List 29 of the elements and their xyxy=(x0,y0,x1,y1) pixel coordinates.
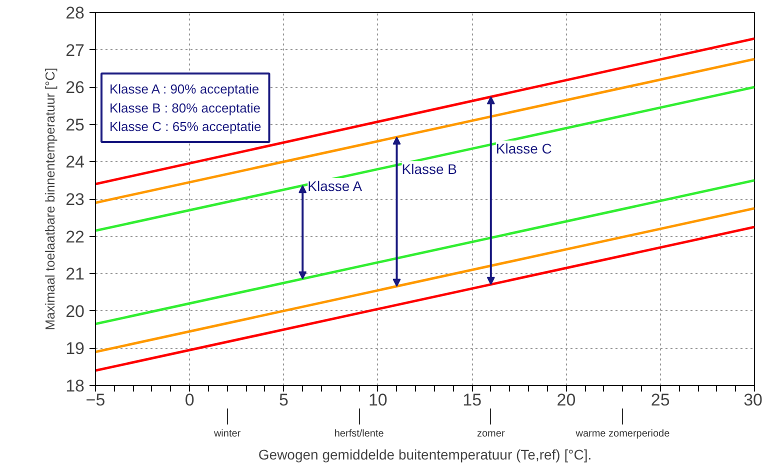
text: zomer xyxy=(477,428,506,440)
y-axis-title: Maximaal toelaatbare binnentemperatuur [°C] xyxy=(42,68,58,330)
y-tick-label: 24 xyxy=(66,152,85,172)
x-axis-title: Gewogen gemiddelde buitentemperatuur (Te,ref) [°C]. xyxy=(258,446,592,462)
x-tick-label: 15 xyxy=(462,390,482,410)
annotation: Klasse A : 90% acceptatie Klasse B : 80% acceptatie Klasse C : 65% acceptatie xyxy=(110,82,262,134)
text: warme zomerperiode xyxy=(574,428,670,440)
y-tick-label: 23 xyxy=(66,190,85,209)
y-tick-label: 26 xyxy=(66,78,85,98)
y-tick-label: 25 xyxy=(66,115,85,134)
x-tick-label: 25 xyxy=(650,390,670,410)
x-tick-label: 10 xyxy=(368,390,388,410)
x-tick-label: 30 xyxy=(744,390,762,410)
y-tick-label: 27 xyxy=(66,40,85,60)
y-tick-label: 22 xyxy=(66,227,85,246)
x-tick-label: −5 xyxy=(86,390,106,410)
text: herfst/lente xyxy=(334,428,384,440)
annotation: Klasse A xyxy=(308,178,363,194)
x-tick-label: 0 xyxy=(184,390,194,410)
y-tick-label: 28 xyxy=(66,4,85,22)
text: winter xyxy=(212,428,242,440)
y-tick-label: 21 xyxy=(66,264,85,284)
y-tick-label: 20 xyxy=(66,302,85,321)
y-tick-label: 19 xyxy=(66,339,85,358)
annotation: Klasse B xyxy=(402,161,458,178)
y-tick-label: 18 xyxy=(66,376,85,396)
x-tick-label: 5 xyxy=(279,390,289,410)
x-tick-label: 20 xyxy=(556,390,576,410)
annotation: Klasse C xyxy=(496,140,552,157)
